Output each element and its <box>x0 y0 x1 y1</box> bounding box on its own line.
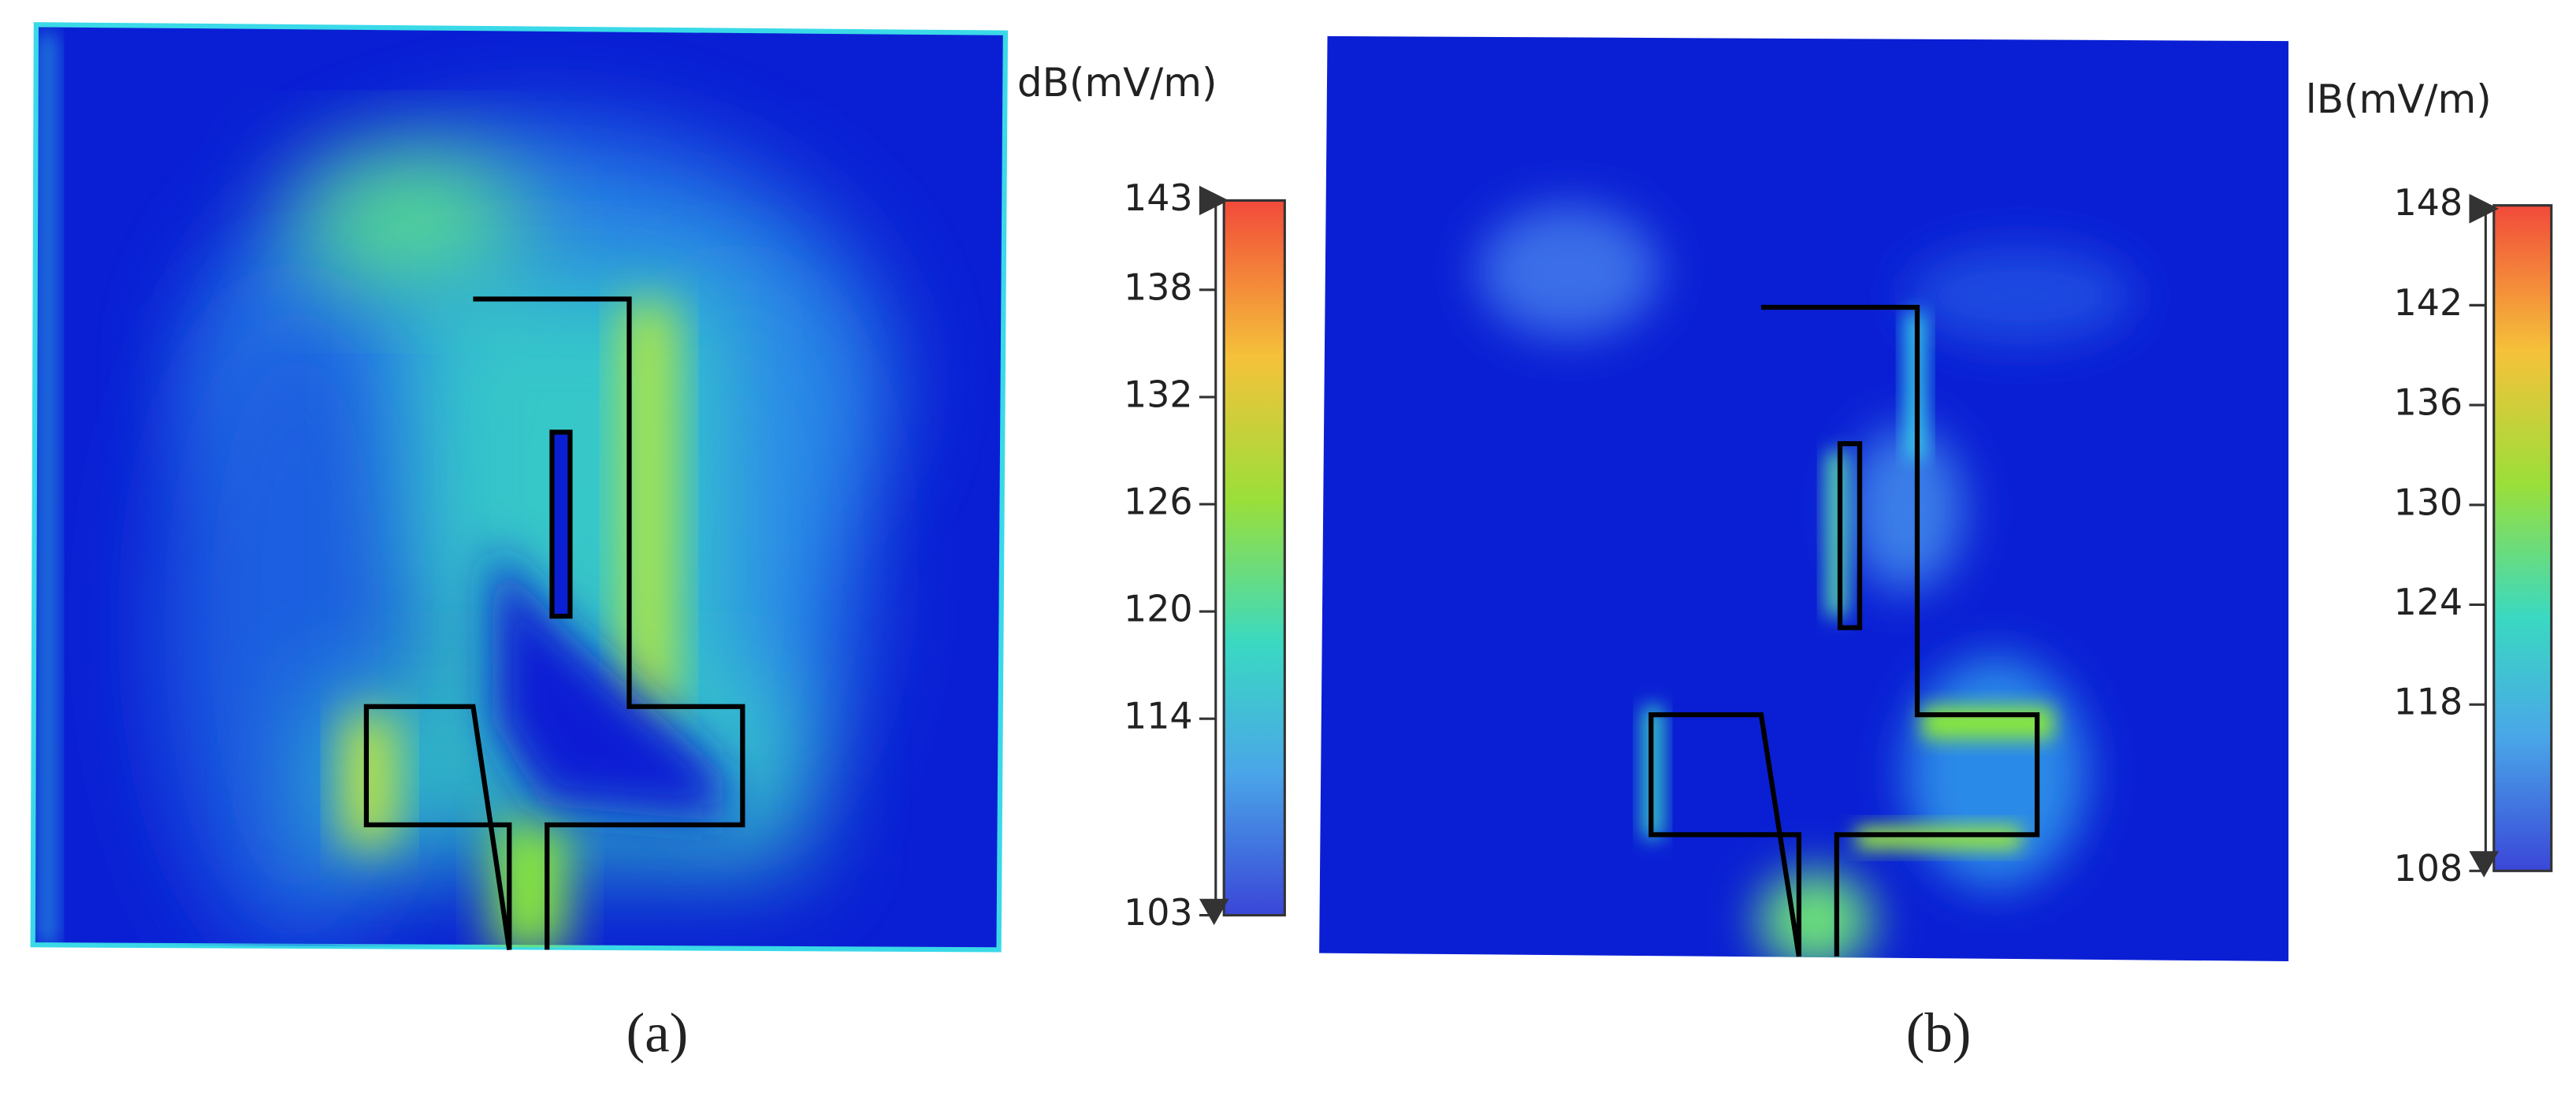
colorbar-tick-label: 136 <box>2394 381 2463 424</box>
colorbar-a <box>1222 199 1286 917</box>
field-plot-b <box>1319 35 2289 961</box>
colorbar-tick-label: 124 <box>2394 581 2463 623</box>
colorbar-arrow <box>2469 851 2500 878</box>
unit-label: dB(mV/m) <box>1017 60 1217 106</box>
colorbar-b <box>2492 204 2553 872</box>
colorbar-tick-label: 138 <box>1124 266 1193 308</box>
colorbar-tick-label: 120 <box>1124 588 1193 630</box>
field-plot-a <box>30 22 1009 953</box>
colorbar-tick-label: 130 <box>2394 481 2463 523</box>
colorbar-tick-label: 126 <box>1124 480 1193 522</box>
caption: (b) <box>1906 1002 1972 1064</box>
colorbar-tick-label: 108 <box>2394 847 2463 890</box>
colorbar-arrow <box>1199 898 1229 926</box>
unit-label: lB(mV/m) <box>2306 76 2492 122</box>
colorbar-tick-label: 142 <box>2394 281 2463 324</box>
caption: (a) <box>626 1002 689 1064</box>
colorbar-tick-label: 118 <box>2394 681 2463 723</box>
colorbar-tick-label: 114 <box>1124 695 1193 737</box>
colorbar-tick-label: 148 <box>2394 181 2463 224</box>
colorbar-tick-label: 132 <box>1124 373 1193 415</box>
colorbar-tick-label: 143 <box>1124 176 1193 219</box>
colorbar-arrow <box>2469 194 2500 224</box>
colorbar-tick-label: 103 <box>1124 891 1193 934</box>
